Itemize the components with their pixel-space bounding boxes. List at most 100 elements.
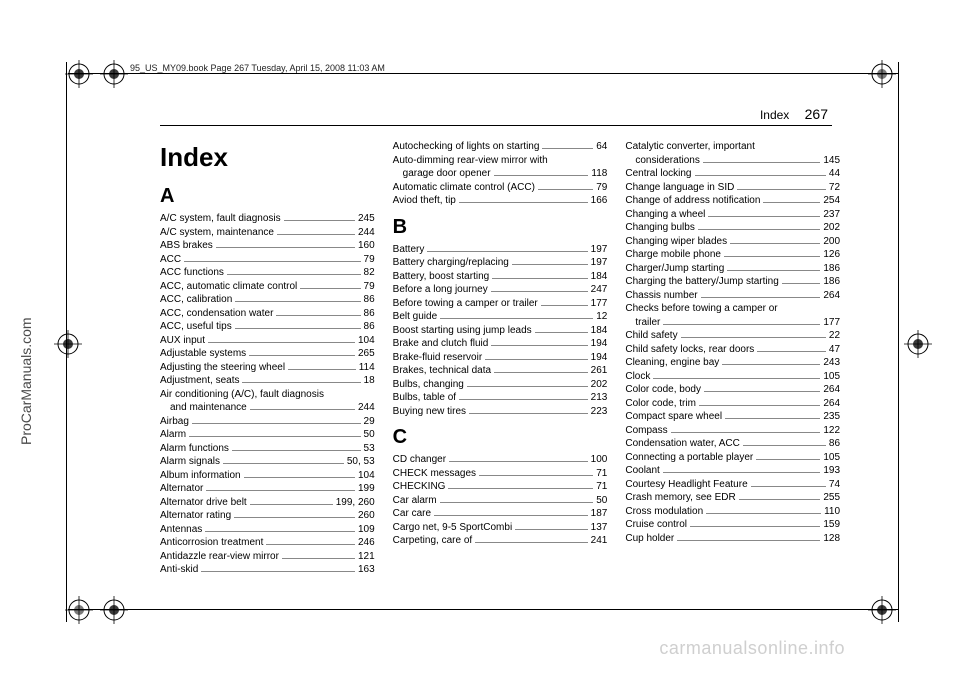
leader-dots — [681, 337, 826, 338]
entry-page: 187 — [591, 507, 608, 521]
entry-label: Cup holder — [625, 532, 674, 546]
index-entry: Adjusting the steering wheel114 — [160, 361, 375, 375]
index-entry: Cross modulation110 — [625, 505, 840, 519]
entry-label: Adjusting the steering wheel — [160, 361, 285, 375]
index-entry: Auto-dimming rear-view mirror with — [393, 154, 608, 168]
index-entry: Album information104 — [160, 469, 375, 483]
leader-dots — [459, 202, 588, 203]
page-number: 267 — [805, 106, 828, 122]
entry-page: 223 — [591, 405, 608, 419]
index-entry: Air conditioning (A/C), fault diagnosis — [160, 388, 375, 402]
registration-mark-icon — [868, 60, 896, 88]
entry-page: 199 — [358, 482, 375, 496]
index-entry: Car care187 — [393, 507, 608, 521]
index-col-3: Catalytic converter, importantconsiderat… — [625, 140, 840, 577]
index-entry: Change of address notification254 — [625, 194, 840, 208]
entry-page: 86 — [829, 437, 840, 451]
leader-dots — [434, 515, 588, 516]
entry-label: garage door opener — [393, 167, 491, 181]
index-entry: Carpeting, care of241 — [393, 534, 608, 548]
index-entry: Cargo net, 9-5 SportCombi137 — [393, 521, 608, 535]
entry-label: Compass — [625, 424, 667, 438]
index-entry: Boost starting using jump leads184 — [393, 324, 608, 338]
entry-label: Crash memory, see EDR — [625, 491, 735, 505]
entry-label: Coolant — [625, 464, 659, 478]
registration-mark-icon — [65, 60, 93, 88]
entry-page: 235 — [823, 410, 840, 424]
leader-dots — [216, 247, 355, 248]
leader-dots — [698, 229, 820, 230]
entry-page: 264 — [823, 289, 840, 303]
index-entry: Compass 122 — [625, 424, 840, 438]
entry-label: and maintenance — [160, 401, 247, 415]
entry-page: 86 — [364, 320, 375, 334]
leader-dots — [250, 409, 355, 410]
entry-page: 74 — [829, 478, 840, 492]
entry-label: Child safety — [625, 329, 677, 343]
entry-label: Belt guide — [393, 310, 437, 324]
leader-dots — [288, 369, 356, 370]
index-entry: Chassis number264 — [625, 289, 840, 303]
crop-line — [66, 62, 67, 622]
entry-page: 126 — [823, 248, 840, 262]
index-col-1: Index AA/C system, fault diagnosis245A/C… — [160, 140, 375, 577]
leader-dots — [782, 283, 821, 284]
entry-page: 122 — [823, 424, 840, 438]
leader-dots — [663, 324, 820, 325]
entry-page: 18 — [364, 374, 375, 388]
entry-page: 79 — [596, 181, 607, 195]
entry-label: Car alarm — [393, 494, 437, 508]
entry-page: 82 — [364, 266, 375, 280]
side-watermark: ProCarManuals.com — [18, 317, 34, 445]
leader-dots — [535, 332, 588, 333]
index-entry: Cup holder128 — [625, 532, 840, 546]
index-entry: Alternator199 — [160, 482, 375, 496]
entry-page: 254 — [823, 194, 840, 208]
book-header: 95_US_MY09.book Page 267 Tuesday, April … — [130, 63, 385, 73]
entry-label: Boost starting using jump leads — [393, 324, 532, 338]
leader-dots — [706, 513, 821, 514]
entry-page: 244 — [358, 401, 375, 415]
index-entry: CHECK messages71 — [393, 467, 608, 481]
entry-label: Connecting a portable player — [625, 451, 753, 465]
entry-label: Cleaning, engine bay — [625, 356, 719, 370]
entry-page: 118 — [591, 167, 607, 181]
leader-dots — [494, 175, 589, 176]
entry-page: 100 — [591, 453, 608, 467]
leader-dots — [663, 472, 821, 473]
entry-label: Buying new tires — [393, 405, 466, 419]
entry-page: 264 — [823, 383, 840, 397]
entry-label: ACC, automatic climate control — [160, 280, 297, 294]
index-entry: Brake-fluid reservoir194 — [393, 351, 608, 365]
entry-page: 177 — [823, 316, 840, 330]
entry-page: 110 — [824, 505, 840, 519]
entry-label: A/C system, maintenance — [160, 226, 274, 240]
leader-dots — [234, 517, 355, 518]
index-entry: Charging the battery/Jump starting186 — [625, 275, 840, 289]
index-entry: Changing wiper blades200 — [625, 235, 840, 249]
entry-label: ABS brakes — [160, 239, 213, 253]
index-entry: Alarm functions53 — [160, 442, 375, 456]
leader-dots — [701, 297, 821, 298]
leader-dots — [492, 278, 587, 279]
index-entry: Antidazzle rear-view mirror121 — [160, 550, 375, 564]
entry-label: Alternator drive belt — [160, 496, 247, 510]
entry-page: 79 — [364, 280, 375, 294]
index-entry: Automatic climate control (ACC)79 — [393, 181, 608, 195]
leader-dots — [699, 405, 820, 406]
index-letter: B — [393, 214, 608, 241]
leader-dots — [448, 488, 593, 489]
leader-dots — [206, 490, 355, 491]
index-entry: Changing a wheel237 — [625, 208, 840, 222]
entry-label: Color code, body — [625, 383, 701, 397]
leader-dots — [708, 216, 820, 217]
index-entry: A/C system, maintenance244 — [160, 226, 375, 240]
entry-label: Air conditioning (A/C), fault diagnosis — [160, 388, 324, 402]
index-entry: Compact spare wheel235 — [625, 410, 840, 424]
entry-page: 243 — [823, 356, 840, 370]
index-entry: considerations145 — [625, 154, 840, 168]
leader-dots — [743, 445, 826, 446]
index-entry: Charge mobile phone126 — [625, 248, 840, 262]
index-entry: Before towing a camper or trailer177 — [393, 297, 608, 311]
leader-dots — [491, 291, 588, 292]
